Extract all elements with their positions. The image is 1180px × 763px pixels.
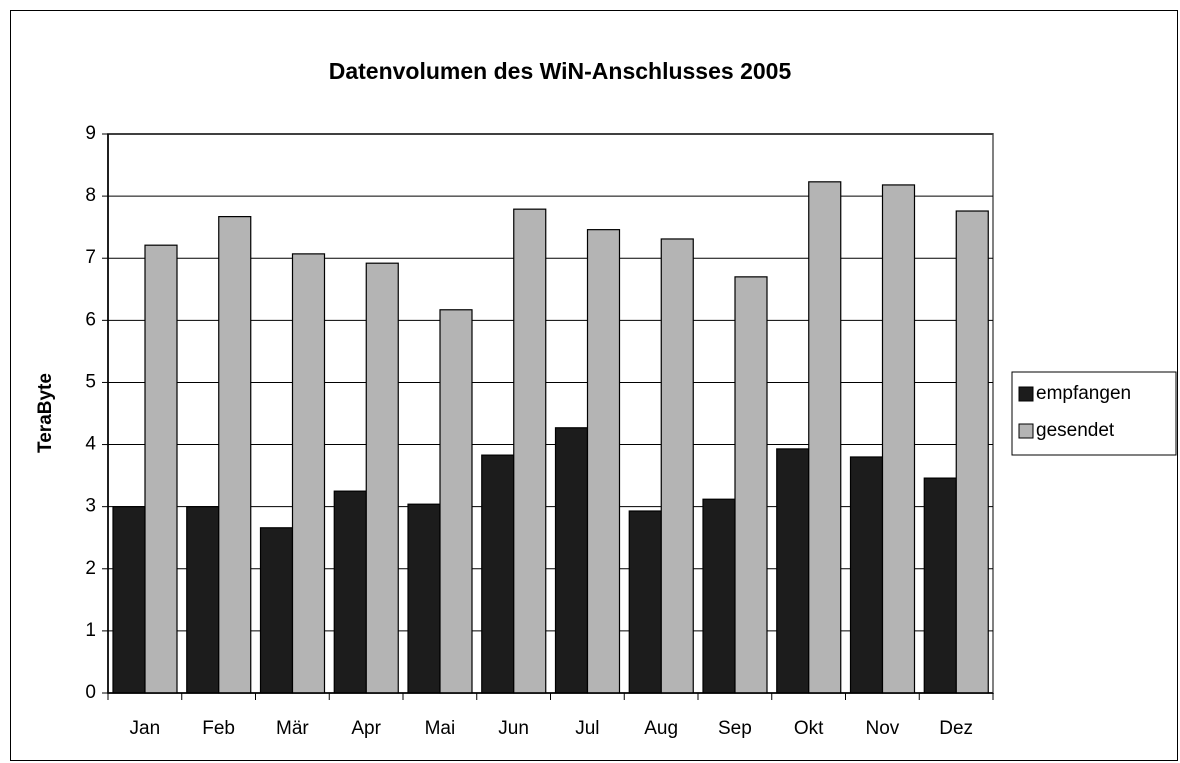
bar: [881, 184, 916, 694]
bar: [481, 454, 515, 694]
bar: [218, 216, 252, 694]
y-tick-label: 1: [85, 620, 96, 641]
bar: [660, 238, 694, 694]
y-tick-label: 6: [85, 309, 96, 330]
bar: [112, 506, 146, 694]
x-tick-label: Feb: [202, 718, 235, 739]
bar: [333, 490, 367, 694]
y-tick-label: 4: [85, 434, 96, 455]
bar: [407, 503, 441, 694]
x-tick-label: Dez: [939, 718, 973, 739]
bar: [955, 210, 989, 694]
bar: [259, 527, 294, 694]
x-tick-label: Sep: [718, 718, 752, 739]
legend-swatch: [1018, 386, 1034, 402]
bar: [554, 427, 589, 694]
legend-label: empfangen: [1036, 383, 1131, 404]
bar: [923, 477, 957, 694]
bar: [734, 276, 768, 694]
y-tick-label: 9: [85, 123, 96, 144]
bar: [808, 181, 842, 694]
bar: [702, 498, 736, 694]
bar: [776, 448, 810, 694]
x-tick-label: Jan: [130, 718, 161, 739]
plot-frame: [107, 133, 994, 694]
y-tick-label: 5: [85, 371, 96, 392]
chart-title: Datenvolumen des WiN-Anschlusses 2005: [329, 58, 792, 84]
bar: [439, 309, 473, 694]
x-tick-label: Jul: [575, 718, 599, 739]
x-tick-label: Nov: [865, 718, 899, 739]
y-axis-label: TeraByte: [35, 373, 56, 453]
x-tick-label: Mai: [425, 718, 456, 739]
y-tick-label: 3: [85, 496, 96, 517]
legend-label: gesendet: [1036, 420, 1115, 441]
bar: [586, 229, 621, 694]
legend-swatch: [1018, 423, 1034, 439]
x-tick-label: Jun: [498, 718, 529, 739]
y-tick-label: 2: [85, 558, 96, 579]
y-tick-label: 0: [85, 682, 96, 703]
legend-box: [1011, 371, 1177, 456]
x-tick-label: Okt: [794, 718, 824, 739]
x-tick-label: Apr: [351, 718, 381, 739]
bar: [849, 456, 884, 694]
bar: [186, 506, 220, 694]
bar: [144, 244, 178, 694]
bar: [365, 262, 399, 694]
bar: [513, 208, 547, 694]
x-tick-label: Aug: [644, 718, 678, 739]
y-tick-label: 8: [85, 185, 96, 206]
bar: [628, 510, 662, 694]
bar: [291, 253, 326, 694]
y-tick-label: 7: [85, 247, 96, 268]
x-tick-label: Mär: [276, 718, 309, 739]
